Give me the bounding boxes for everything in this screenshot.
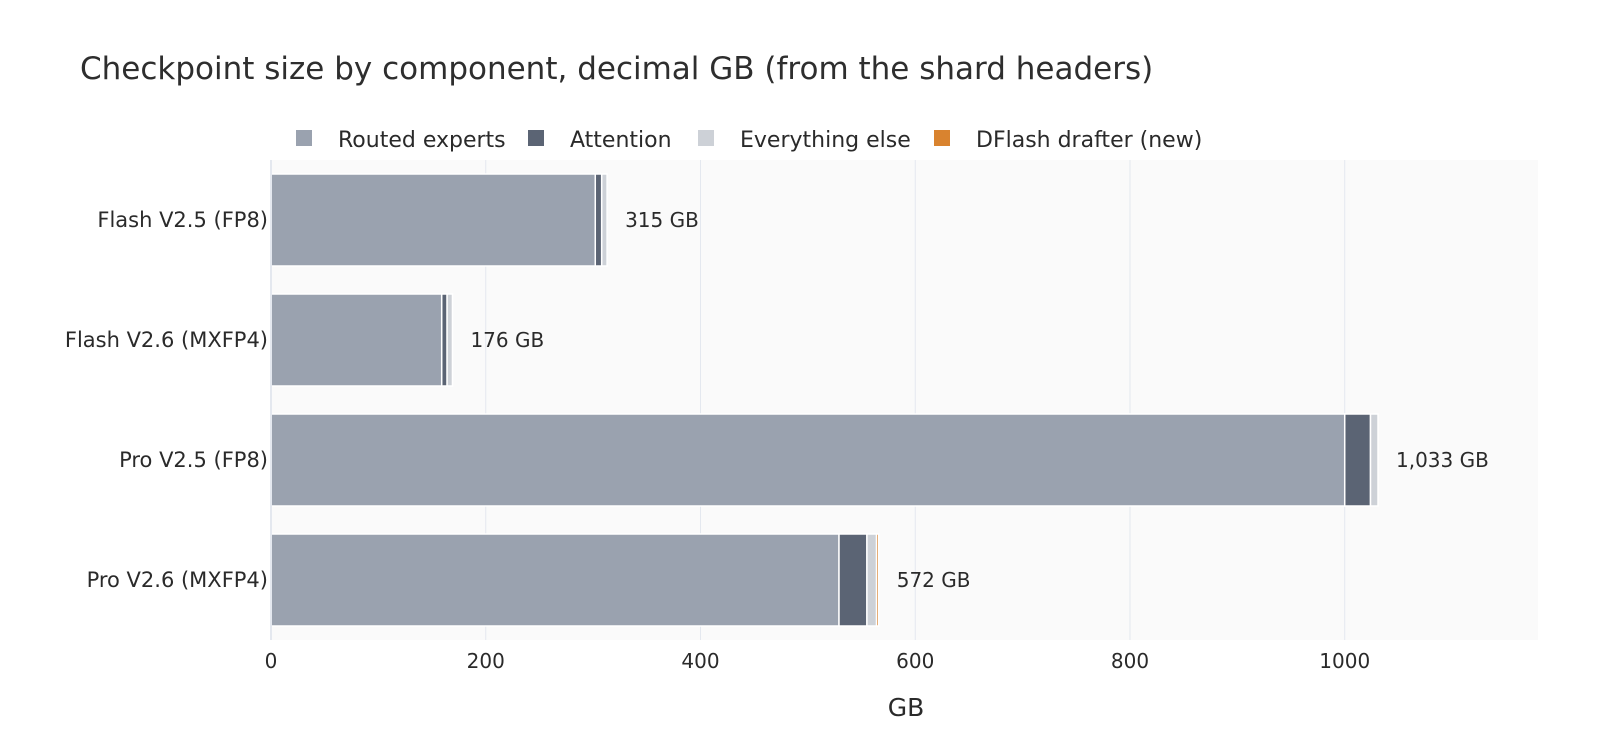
x-tick-label: 800 [1111,649,1149,673]
x-tick-label: 600 [896,649,934,673]
y-tick-label: Flash V2.6 (MXFP4) [65,328,268,352]
legend-swatch [528,130,544,146]
bar-segment [600,173,608,267]
x-tick-label: 400 [681,649,719,673]
bar-segment [270,173,597,267]
bar-segment [866,533,878,627]
bar-segment [270,533,840,627]
legend: Routed experts Attention Everything else DF… [296,128,1202,153]
bar-segment [270,413,1346,507]
bar-segment [875,533,880,627]
bar-group: 176 GB [270,293,544,387]
y-tick-label: Pro V2.5 (FP8) [119,448,268,472]
bar-group: 1,033 GB [270,413,1489,507]
x-tick-label: 200 [467,649,505,673]
x-tick-label: 0 [265,649,278,673]
chart-title: Checkpoint size by component, decimal GB… [80,51,1153,87]
y-tick-label: Pro V2.6 (MXFP4) [87,568,268,592]
legend-swatch [698,130,714,146]
bar-group: 572 GB [270,533,971,627]
legend-swatch [296,130,312,146]
bar-segment [1369,413,1379,507]
x-axis: 0 200 400 600 800 1000 [265,649,1371,673]
legend-item: Routed experts [296,128,506,153]
y-tick-label: Flash V2.5 (FP8) [97,208,268,232]
bar-total-label: 176 GB [470,328,544,352]
legend-item: DFlash drafter (new) [934,128,1202,153]
bar-segment [270,293,443,387]
bar-segment [1343,413,1372,507]
bars: 315 GB 176 GB 1,033 GB 572 GB [270,173,1489,627]
legend-swatch [934,130,950,146]
x-tick-label: 1000 [1319,649,1370,673]
legend-item: Everything else [698,128,911,153]
bar-total-label: 315 GB [625,208,699,232]
bar-segment [594,173,603,267]
bar-segment [838,533,868,627]
bar-segment [440,293,448,387]
bar-total-label: 572 GB [897,568,971,592]
legend-label: DFlash drafter (new) [976,128,1202,153]
legend-label: Attention [570,128,672,153]
x-axis-title: GB [888,693,925,722]
y-axis: Flash V2.5 (FP8) Flash V2.6 (MXFP4) Pro V2… [65,160,272,640]
legend-item: Attention [528,128,672,153]
bar-total-label: 1,033 GB [1396,448,1489,472]
bar-segment [446,293,454,387]
legend-label: Routed experts [338,128,506,153]
legend-label: Everything else [740,128,911,153]
